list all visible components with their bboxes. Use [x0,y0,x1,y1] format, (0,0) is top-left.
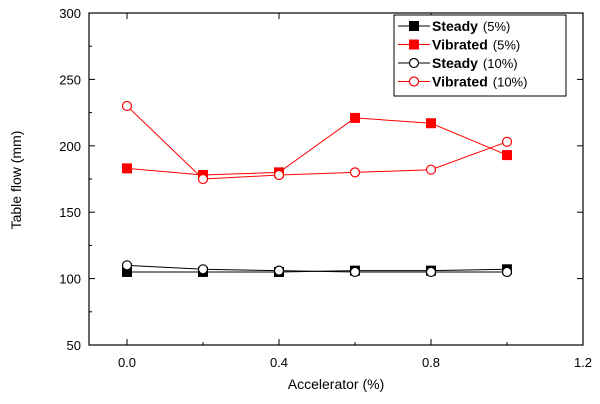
series-line [126,117,508,176]
y-tick-label: 200 [59,139,81,154]
legend-label: Steady (10%) [432,55,518,71]
x-axis: 0.0 0.4 0.8 1.2 [118,13,592,370]
x-tick-label: 0.4 [270,355,288,370]
legend-series-name: Steady [432,18,478,34]
data-point [121,260,133,271]
series-layer [121,100,513,278]
y-tick-label: 300 [59,6,81,21]
data-point [501,266,513,278]
data-point [426,118,436,129]
data-point [425,164,437,175]
x-axis-label: Accelerator (%) [288,376,384,392]
y-tick-label: 250 [59,72,81,87]
legend-marker [409,21,419,31]
legend-item-0: Steady (5%) [398,18,510,34]
series-line [126,105,508,180]
data-point [349,167,361,178]
legend-marker [408,57,420,69]
legend-series-pct: (10%) [483,56,518,71]
legend-item-1: Vibrated (5%) [398,37,520,53]
legend-label: Steady (5%) [432,18,510,34]
legend-series-pct: (10%) [493,75,528,90]
legend-marker [409,39,419,50]
data-point [425,266,437,278]
data-point [122,163,132,174]
data-point [502,150,512,161]
data-point [350,112,360,123]
data-point [197,173,209,185]
series-1 [122,112,512,181]
series-3 [121,100,513,185]
legend-series-pct: (5%) [483,19,510,34]
legend-item-2: Steady (10%) [398,55,518,71]
data-point [273,265,285,276]
y-tick-label: 150 [59,205,81,220]
legend-item-3: Vibrated (10%) [398,74,527,90]
legend: Steady (5%)Vibrated (5%)Steady (10%)Vibrate… [393,14,567,97]
data-point [197,264,209,275]
data-point [349,266,361,278]
y-axis-label: Table flow (mm) [8,131,24,230]
legend-series-pct: (5%) [493,38,520,53]
legend-series-name: Steady [432,55,478,71]
y-axis: 50 100 150 200 250 300 [59,6,583,353]
series-0 [122,264,512,277]
series-line [126,264,507,273]
x-tick-label: 0.0 [118,355,136,370]
legend-box [393,14,567,97]
series-2 [121,260,513,278]
y-tick-label: 50 [67,338,81,353]
legend-series-name: Vibrated [432,74,488,90]
x-tick-label: 0.8 [422,355,440,370]
legend-label: Vibrated (5%) [432,37,520,53]
legend-label: Vibrated (10%) [432,74,527,90]
legend-marker [408,76,420,87]
y-tick-label: 100 [59,272,81,287]
legend-series-name: Vibrated [432,37,488,53]
data-point [501,136,513,147]
data-point [273,169,285,181]
x-tick-label: 1.2 [574,355,592,370]
data-point [121,100,133,112]
